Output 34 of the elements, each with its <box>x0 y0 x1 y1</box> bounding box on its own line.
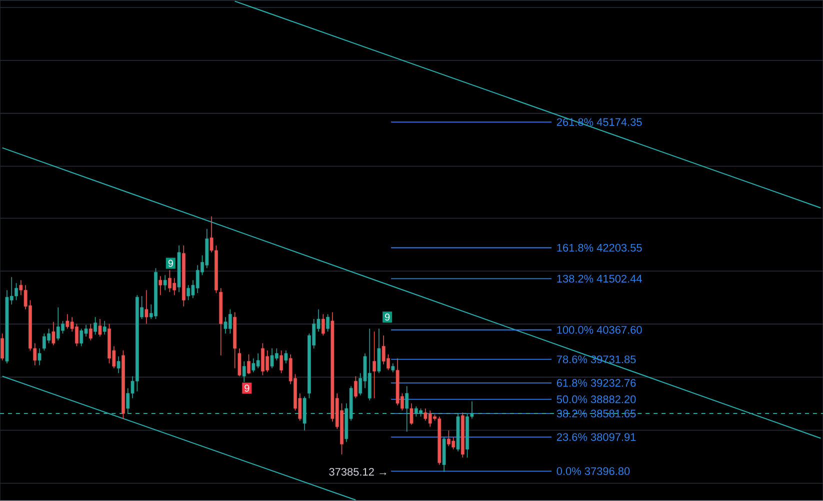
candlestick <box>163 274 167 291</box>
candlestick <box>410 403 414 426</box>
candlestick <box>52 322 56 346</box>
candlestick <box>102 320 106 335</box>
annotation: 9 <box>385 314 390 321</box>
ref-line-label: 161.8% 42203.55 <box>557 244 642 252</box>
candlestick <box>377 328 381 374</box>
candlestick <box>0 333 4 361</box>
ref-line-label: 23.6% 38097.91 <box>556 433 636 442</box>
annotation: 9 <box>168 260 173 267</box>
candlestick <box>280 350 283 374</box>
candlestick <box>326 314 330 332</box>
candlestick <box>242 360 246 383</box>
candlestick <box>116 356 120 374</box>
candlestick <box>88 324 92 341</box>
ref-line-label: 50.0% 38882.20 <box>556 396 636 404</box>
candlestick <box>284 350 288 364</box>
candlestick <box>38 348 42 366</box>
candlestick <box>94 316 98 335</box>
ref-line-label: 61.8% 39232.76 <box>556 379 636 387</box>
ref-line-label: 0.0% 37396.80 <box>556 467 630 476</box>
ref-line-label: 38.2% 38581.65 <box>556 410 636 418</box>
candlestick <box>158 276 162 296</box>
candlestick <box>144 290 148 324</box>
ref-line-label: 100.0% 40367.60 <box>557 326 642 334</box>
ref-line-label: 138.2% 41502.44 <box>557 274 642 283</box>
candlestick <box>354 376 358 399</box>
annotation: 37385.12 → <box>329 468 386 476</box>
candlestick <box>321 314 325 336</box>
candlestick <box>238 348 242 377</box>
candlestick <box>247 354 250 375</box>
annotation: 9 <box>244 384 250 392</box>
candlestick <box>98 318 102 337</box>
candlestick <box>372 331 376 399</box>
